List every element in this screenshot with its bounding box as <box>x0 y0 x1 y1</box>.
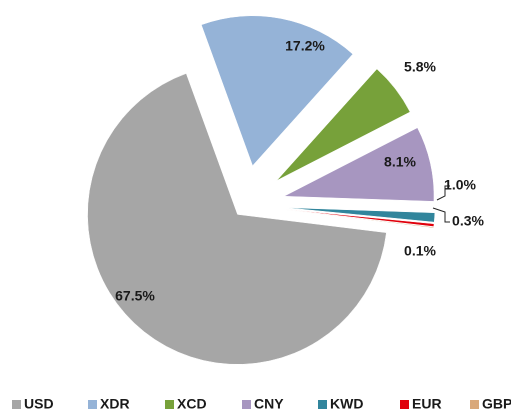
legend-swatch <box>242 400 251 409</box>
pie-slice <box>284 207 436 223</box>
data-label: 8.1% <box>384 154 416 170</box>
legend-label: XCD <box>177 396 207 412</box>
legend-swatch <box>400 400 409 409</box>
data-label: 1.0% <box>444 177 476 193</box>
legend-swatch <box>88 400 97 409</box>
legend-label: EUR <box>412 396 442 412</box>
data-label: 17.2% <box>285 38 325 54</box>
data-label: 0.3% <box>452 213 484 229</box>
legend-label: CNY <box>254 396 284 412</box>
data-label: 5.8% <box>404 59 436 75</box>
pie-slice <box>284 209 434 229</box>
pie-slice <box>276 68 411 181</box>
pie-slice <box>200 15 354 167</box>
legend-label: GBP <box>482 396 511 412</box>
leader-line <box>436 185 450 201</box>
legend-swatch <box>318 400 327 409</box>
legend-swatch <box>165 400 174 409</box>
leader-line <box>432 207 450 223</box>
legend-label: XDR <box>100 396 130 412</box>
data-label: 67.5% <box>115 288 155 304</box>
pie-slice <box>284 209 435 227</box>
data-label: 0.1% <box>404 243 436 259</box>
legend-label: USD <box>24 396 54 412</box>
legend-swatch <box>12 400 21 409</box>
legend-swatch <box>470 400 479 409</box>
pie-slice <box>283 127 435 202</box>
pie-slice <box>87 73 387 365</box>
legend-label: KWD <box>330 396 363 412</box>
